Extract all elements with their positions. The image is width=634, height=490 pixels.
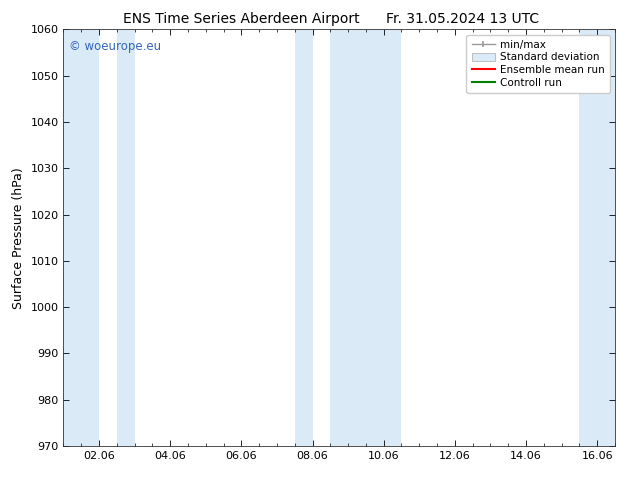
Text: © woeurope.eu: © woeurope.eu xyxy=(69,40,161,53)
Bar xyxy=(63,29,99,446)
Bar xyxy=(117,29,134,446)
Text: Fr. 31.05.2024 13 UTC: Fr. 31.05.2024 13 UTC xyxy=(386,12,540,26)
Legend: min/max, Standard deviation, Ensemble mean run, Controll run: min/max, Standard deviation, Ensemble me… xyxy=(467,35,610,93)
Text: ENS Time Series Aberdeen Airport: ENS Time Series Aberdeen Airport xyxy=(122,12,359,26)
Bar xyxy=(330,29,401,446)
Bar xyxy=(295,29,313,446)
Bar xyxy=(579,29,615,446)
Y-axis label: Surface Pressure (hPa): Surface Pressure (hPa) xyxy=(12,167,25,309)
